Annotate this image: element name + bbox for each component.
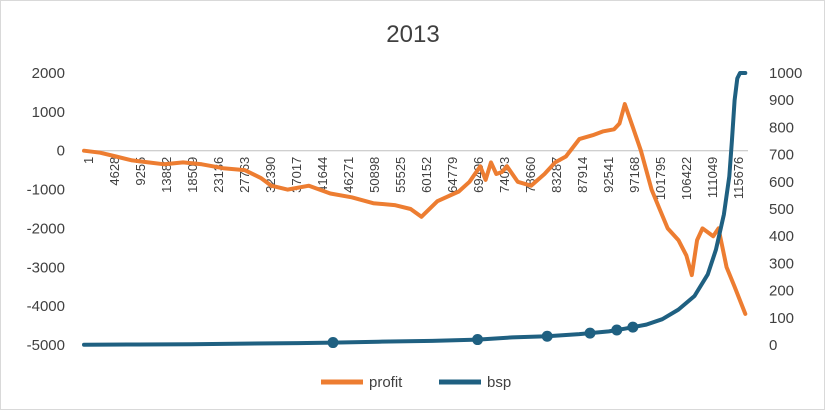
series-layer: [82, 71, 748, 349]
y-left-tick-label: -5000: [27, 337, 65, 354]
series-line-profit: [82, 102, 748, 316]
y-left-tick-label: -3000: [27, 259, 65, 276]
y-right-tick-label: 400: [769, 228, 794, 245]
x-tick-label: 9255: [133, 157, 148, 186]
y-right-tick-label: 500: [769, 201, 794, 218]
x-tick-label: 111049: [705, 157, 720, 198]
x-tick-label: 23136: [211, 157, 226, 193]
x-tick-label: 87914: [575, 157, 590, 193]
x-tick-label: 69406: [471, 157, 486, 193]
x-tick-label: 101795: [653, 157, 668, 200]
x-tick-label: 18509: [185, 157, 200, 193]
y-right-tick-label: 100: [769, 310, 794, 327]
y-right-tick-label: 1000: [769, 65, 802, 82]
legend: profit bsp: [321, 374, 511, 391]
x-tick-label: 55525: [393, 157, 408, 193]
x-tick-label: 41644: [315, 157, 330, 193]
y-left-tick-label: -1000: [27, 182, 65, 199]
x-tick-label: 106422: [679, 157, 694, 200]
data-point-bsp: [327, 337, 339, 349]
x-tick-label: 27763: [237, 157, 252, 193]
x-tick-label: 115676: [731, 157, 746, 199]
y-right-tick-label: 700: [769, 147, 794, 164]
x-tick-label: 4628: [107, 157, 122, 186]
left-y-axis: 2000 1000 0 -1000 -2000 -3000 -4000 -5000: [27, 65, 65, 354]
y-left-tick-label: -4000: [27, 298, 65, 315]
x-tick-label: 1: [81, 157, 96, 164]
chart-title: 2013: [386, 21, 439, 48]
y-left-tick-label: 0: [57, 143, 65, 160]
x-tick-label: 37017: [289, 157, 304, 193]
y-right-tick-label: 0: [769, 337, 777, 354]
y-right-tick-label: 900: [769, 92, 794, 109]
legend-label-profit[interactable]: profit: [369, 374, 403, 391]
y-right-tick-label: 300: [769, 255, 794, 272]
x-tick-label: 46271: [341, 157, 356, 193]
data-point-bsp: [627, 321, 639, 333]
data-point-bsp: [541, 330, 553, 342]
data-point-bsp: [472, 334, 484, 346]
data-point-bsp: [611, 324, 623, 336]
x-tick-label: 92541: [601, 157, 616, 193]
series-line-bsp: [82, 71, 748, 347]
y-left-tick-label: -2000: [27, 220, 65, 237]
data-point-bsp: [584, 327, 596, 339]
x-tick-label: 97168: [627, 157, 642, 193]
y-left-tick-label: 1000: [32, 104, 65, 121]
y-right-tick-label: 200: [769, 283, 794, 300]
y-right-tick-label: 800: [769, 119, 794, 136]
x-tick-label: 64779: [445, 157, 460, 193]
x-tick-label: 50898: [367, 157, 382, 193]
legend-label-bsp[interactable]: bsp: [487, 374, 511, 391]
x-tick-label: 60152: [419, 157, 434, 193]
y-left-tick-label: 2000: [32, 65, 65, 82]
y-right-tick-label: 600: [769, 174, 794, 191]
